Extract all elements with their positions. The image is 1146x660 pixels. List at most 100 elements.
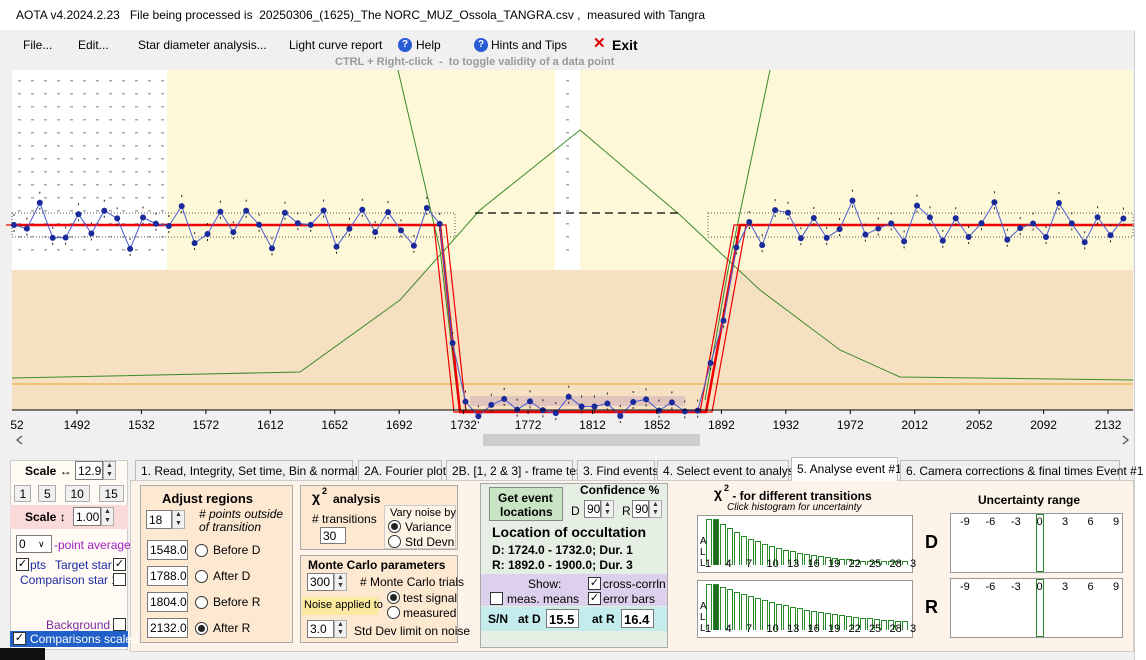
sn-r[interactable]: 16.4: [624, 611, 650, 627]
histogram-bar[interactable]: [762, 600, 768, 630]
histogram-bar[interactable]: [839, 615, 845, 630]
histogram-bar[interactable]: [867, 561, 873, 565]
histogram-bar[interactable]: [755, 541, 761, 565]
checkbox[interactable]: ✓: [113, 558, 126, 571]
histogram-bar[interactable]: [902, 561, 908, 565]
after-d-box[interactable]: [147, 566, 188, 586]
histogram-bar[interactable]: [734, 532, 740, 565]
tab-label[interactable]: 1. Read, Integrity, Set time, Bin & norm…: [141, 464, 373, 478]
checkbox[interactable]: ✓: [13, 632, 26, 645]
histogram-bar[interactable]: [860, 560, 866, 565]
tab-label[interactable]: 6. Camera corrections & final times Even…: [906, 464, 1144, 478]
histogram-bar[interactable]: [741, 594, 747, 630]
histogram-bar[interactable]: [860, 617, 866, 630]
spinner[interactable]: ▲ ▼: [601, 500, 614, 518]
histogram-bar[interactable]: [818, 556, 824, 565]
histogram-bar[interactable]: [825, 613, 831, 630]
histogram-bar[interactable]: [755, 598, 761, 630]
test-signal-label[interactable]: test signal: [403, 591, 458, 605]
points-outside-box[interactable]: [146, 510, 172, 529]
histogram-bar[interactable]: [783, 549, 789, 565]
histogram-bar[interactable]: [846, 615, 852, 630]
histogram-bar[interactable]: [776, 548, 782, 565]
radio-button[interactable]: [195, 544, 208, 557]
checkbox[interactable]: [113, 618, 126, 631]
after-d-label[interactable]: After D: [213, 569, 251, 583]
histogram-bar[interactable]: [804, 554, 810, 565]
histogram-bar[interactable]: [776, 603, 782, 630]
histogram-bar[interactable]: [811, 610, 817, 630]
histogram-bar[interactable]: [804, 609, 810, 630]
histogram-bar[interactable]: [874, 561, 880, 565]
scale-h-box[interactable]: [75, 461, 103, 480]
average-select-box[interactable]: [16, 535, 52, 553]
histogram-bar[interactable]: [748, 596, 754, 630]
before-d-box[interactable]: [147, 540, 188, 560]
spinner[interactable]: ▲ ▼: [334, 620, 347, 638]
menu-light-curve-report[interactable]: Light curve report: [289, 38, 383, 52]
before-r-label[interactable]: Before R: [213, 595, 261, 609]
histogram-bar[interactable]: [748, 538, 754, 565]
radio-button[interactable]: [195, 596, 208, 609]
checkbox[interactable]: [113, 573, 126, 586]
average-select[interactable]: 0: [19, 537, 26, 551]
monte-carlo-trials[interactable]: 300: [310, 575, 331, 589]
histogram-bar[interactable]: [825, 557, 831, 565]
r-confidence[interactable]: 90: [635, 502, 649, 516]
error-bars-label[interactable]: error bars: [603, 592, 656, 606]
zoom-button[interactable]: [38, 485, 56, 502]
histogram-bar[interactable]: [706, 519, 712, 565]
cross-corr-label[interactable]: cross-corrln: [603, 577, 666, 591]
radio-button[interactable]: [388, 535, 401, 548]
menu-exit[interactable]: Exit: [612, 37, 638, 53]
histogram-bar[interactable]: [839, 558, 845, 565]
spinner[interactable]: ▲ ▼: [101, 507, 114, 526]
histogram-bar[interactable]: [867, 618, 873, 630]
menu-hints[interactable]: Hints and Tips: [491, 38, 568, 52]
after-r[interactable]: 2132.0: [150, 621, 187, 635]
histogram-bar[interactable]: [734, 591, 740, 630]
zoom-button-label[interactable]: 10: [70, 487, 84, 501]
checkbox[interactable]: [490, 592, 503, 605]
histogram-bar[interactable]: [769, 546, 775, 565]
spinner[interactable]: ▲ ▼: [172, 510, 185, 529]
spinner[interactable]: ▲ ▼: [649, 500, 662, 518]
before-r-box[interactable]: [147, 592, 188, 612]
menu-edit[interactable]: Edit...: [78, 38, 109, 52]
after-r-box[interactable]: [147, 618, 188, 638]
tab[interactable]: [577, 460, 655, 480]
after-r-label[interactable]: After R: [213, 621, 251, 635]
transitions-box[interactable]: [320, 527, 346, 544]
histogram-bar[interactable]: [769, 602, 775, 630]
scale-v[interactable]: 1.00: [76, 509, 100, 524]
histogram-bar[interactable]: [874, 619, 880, 630]
spinner[interactable]: ▲ ▼: [334, 573, 347, 591]
tab[interactable]: [358, 460, 442, 480]
d-confidence[interactable]: 90: [587, 502, 601, 516]
sn-r-box[interactable]: [621, 609, 654, 628]
menu-star-diameter[interactable]: Star diameter analysis...: [138, 38, 267, 52]
histogram-bar[interactable]: [902, 621, 908, 630]
checkbox[interactable]: ✓: [588, 577, 601, 590]
histogram-bar[interactable]: [881, 561, 887, 565]
variance-label[interactable]: Variance: [405, 520, 452, 534]
scale-v-box[interactable]: [73, 507, 101, 526]
tab-label[interactable]: 5. Analyse event #1: [797, 462, 902, 476]
histogram-bar[interactable]: [888, 620, 894, 630]
get-event-button[interactable]: [489, 487, 563, 521]
zoom-button[interactable]: [65, 485, 90, 502]
histogram-bar[interactable]: [832, 614, 838, 630]
tab[interactable]: [135, 460, 353, 480]
tab[interactable]: [791, 457, 898, 481]
measured-label[interactable]: measured: [403, 606, 457, 620]
tab-label[interactable]: 2B. [1, 2 & 3] - frame test: [452, 464, 586, 478]
std-dev-limit-box[interactable]: [307, 620, 334, 638]
histogram-bar[interactable]: [832, 558, 838, 565]
menu-help[interactable]: Help: [416, 38, 441, 52]
monte-carlo-trials-box[interactable]: [307, 573, 334, 591]
radio-button[interactable]: [387, 606, 400, 619]
histogram-bar[interactable]: [762, 543, 768, 565]
histogram-bar[interactable]: [720, 586, 726, 630]
d-confidence-box[interactable]: [584, 500, 601, 518]
tab-label[interactable]: 2A. Fourier plot: [364, 464, 447, 478]
